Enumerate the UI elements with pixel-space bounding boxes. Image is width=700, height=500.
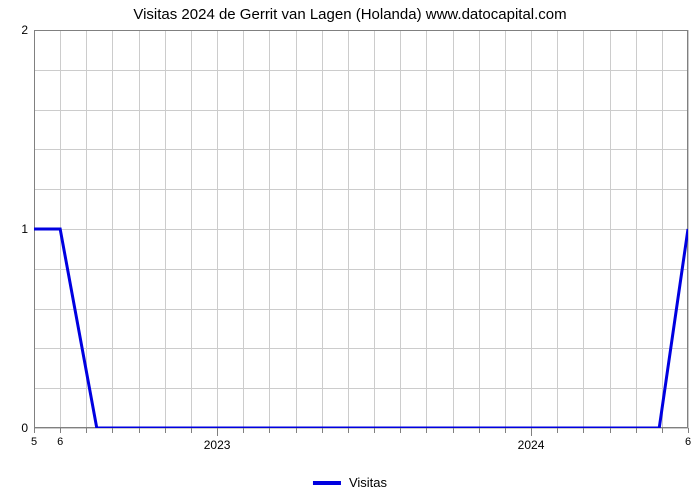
- x-minor-tick: [60, 428, 61, 433]
- x-major-tick: [217, 428, 218, 436]
- x-minor-tick: [269, 428, 270, 433]
- x-edge-label: 5: [31, 436, 37, 448]
- legend-swatch: [313, 481, 341, 485]
- y-tick-label: 0: [10, 421, 28, 435]
- x-tick-label: 2023: [204, 438, 231, 452]
- legend: Visitas: [313, 475, 387, 490]
- x-minor-tick: [662, 428, 663, 433]
- x-minor-tick: [243, 428, 244, 433]
- x-minor-tick: [34, 428, 35, 433]
- x-tick-label: 2024: [518, 438, 545, 452]
- x-minor-tick: [296, 428, 297, 433]
- plot-area: [34, 30, 688, 428]
- x-minor-tick: [191, 428, 192, 433]
- x-minor-tick: [400, 428, 401, 433]
- x-minor-tick: [322, 428, 323, 433]
- x-minor-tick: [636, 428, 637, 433]
- x-minor-tick: [112, 428, 113, 433]
- x-minor-tick: [453, 428, 454, 433]
- grid-line-vertical-minor: [688, 30, 689, 428]
- x-minor-tick: [583, 428, 584, 433]
- chart-container: Visitas 2024 de Gerrit van Lagen (Holand…: [0, 0, 700, 500]
- grid-line-horizontal: [34, 428, 688, 429]
- x-minor-tick: [610, 428, 611, 433]
- x-minor-tick: [348, 428, 349, 433]
- y-tick-label: 1: [10, 222, 28, 236]
- legend-label: Visitas: [349, 475, 387, 490]
- chart-title: Visitas 2024 de Gerrit van Lagen (Holand…: [0, 6, 700, 23]
- x-minor-tick: [165, 428, 166, 433]
- x-minor-tick: [505, 428, 506, 433]
- series-line: [34, 229, 688, 428]
- x-minor-tick: [374, 428, 375, 433]
- x-major-tick: [531, 428, 532, 436]
- y-tick-label: 2: [10, 23, 28, 37]
- x-edge-label: 6: [685, 436, 691, 448]
- series-svg: [34, 30, 688, 428]
- x-edge-label: 6: [57, 436, 63, 448]
- x-minor-tick: [479, 428, 480, 433]
- x-minor-tick: [688, 428, 689, 433]
- x-minor-tick: [426, 428, 427, 433]
- x-minor-tick: [139, 428, 140, 433]
- x-minor-tick: [86, 428, 87, 433]
- x-minor-tick: [557, 428, 558, 433]
